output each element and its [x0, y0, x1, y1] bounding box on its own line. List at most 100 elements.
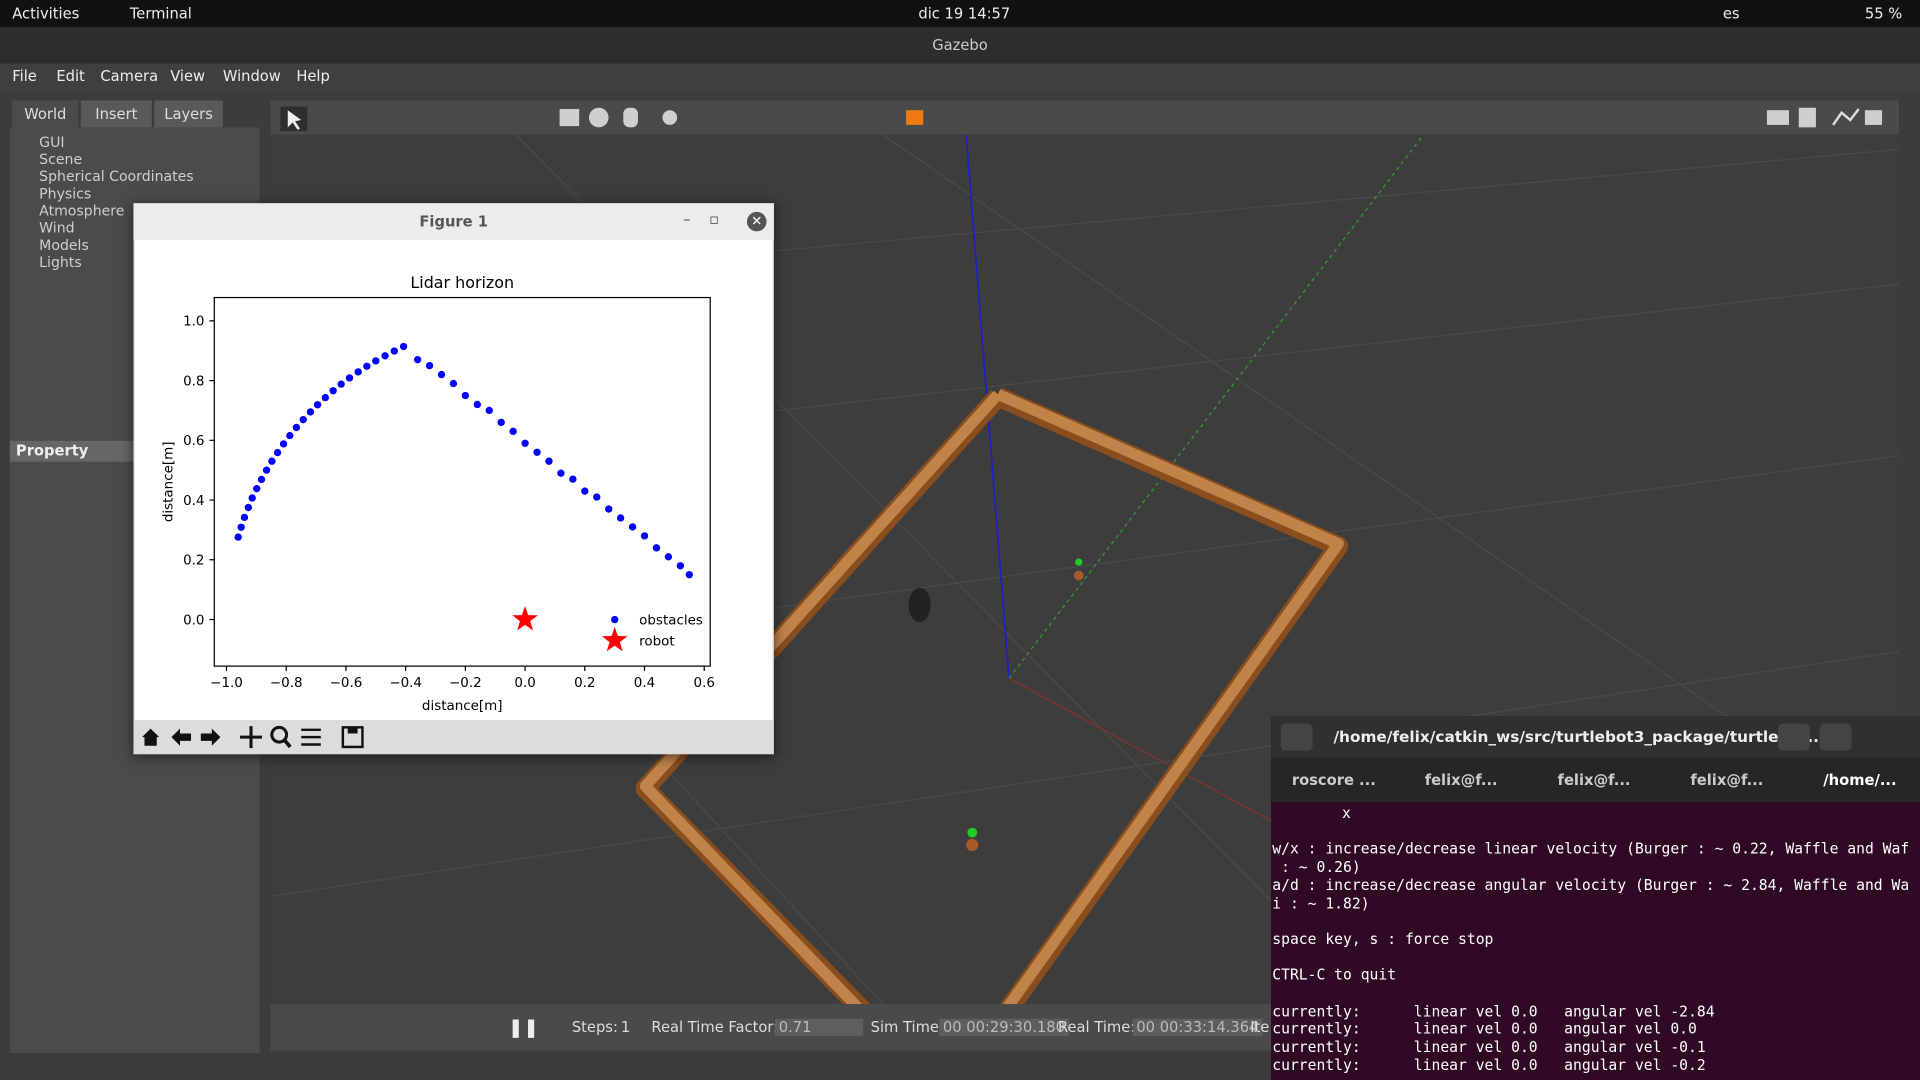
clock[interactable]: dic 19 14:57 — [918, 4, 1011, 23]
y-axis — [1008, 136, 1423, 679]
data-point — [685, 571, 693, 579]
y-tick-label: 0.8 — [183, 374, 204, 389]
battery[interactable]: 55 % — [1864, 4, 1903, 23]
pause-button[interactable]: ❚❚ — [508, 1016, 539, 1039]
iterations-label: Ite — [1250, 1018, 1270, 1036]
data-point — [509, 427, 517, 436]
tree-item[interactable]: Atmosphere — [39, 202, 125, 220]
menu-item[interactable]: Window — [222, 67, 281, 85]
search-button[interactable] — [1777, 723, 1810, 751]
top-bar: Activities Terminal dic 19 14:57 es 55 % — [0, 0, 1920, 27]
close-button[interactable]: ✕ — [746, 211, 767, 232]
language[interactable]: es — [1722, 4, 1740, 23]
x-tick-label: −0.4 — [389, 676, 422, 691]
app-menu[interactable]: Terminal — [129, 4, 192, 23]
terminal-line: x — [1342, 804, 1351, 822]
y-tick-label: 0.0 — [183, 613, 204, 628]
tree-item[interactable]: Wind — [39, 219, 75, 237]
data-point — [593, 493, 601, 501]
steps[interactable]: 1 — [620, 1018, 631, 1036]
data-point — [268, 457, 276, 465]
legend-label: robot — [639, 634, 675, 649]
new-tab-button[interactable] — [1280, 723, 1313, 751]
plot-frame — [213, 296, 711, 667]
rtf-label: Real Time Factor: — [651, 1018, 779, 1036]
menu-item[interactable]: Camera — [100, 67, 159, 85]
tree-item[interactable]: GUI — [39, 133, 65, 151]
terminal-line: i : ~ 1.82) — [1272, 894, 1370, 912]
figure-title: Figure 1 — [133, 203, 774, 241]
marker — [967, 827, 978, 838]
terminal-line: : ~ 0.26) — [1272, 858, 1361, 876]
data-point — [273, 448, 282, 457]
data-point — [581, 487, 589, 495]
ground-grid — [270, 134, 1900, 1005]
window-controls[interactable]: – ▫ — [683, 210, 720, 228]
y-axis-label: distance[m] — [162, 442, 177, 523]
data-point — [497, 418, 505, 427]
toolbar-buttons[interactable] — [142, 725, 364, 749]
data-point — [473, 400, 481, 409]
data-point — [240, 513, 249, 522]
data-point — [253, 485, 261, 493]
tree-item[interactable]: Physics — [39, 184, 92, 203]
data-point — [390, 347, 398, 355]
terminal-line: currently: linear vel 0.0 angular vel -2… — [1272, 1002, 1715, 1020]
sim-label: Sim Time: — [870, 1018, 944, 1036]
data-point — [640, 532, 649, 540]
data-point — [533, 448, 541, 456]
menu-item[interactable]: File — [12, 67, 37, 85]
terminal-window: /home/felix/catkin_ws/src/turtlebot3_pac… — [1271, 716, 1920, 1080]
marker — [966, 838, 979, 852]
y-tick-label: 0.4 — [183, 494, 204, 509]
menu-item[interactable]: Help — [296, 67, 330, 85]
data-point — [279, 440, 288, 448]
data-point — [244, 503, 252, 512]
terminal-line: a/d : increase/decrease angular velocity… — [1272, 876, 1910, 894]
data-point — [354, 368, 362, 376]
x-tick-label: −1.0 — [210, 676, 243, 691]
toolbar-icons — [280, 106, 1883, 132]
legend-marker — [611, 615, 619, 624]
x-tick-label: 0.4 — [634, 676, 655, 691]
tree-item[interactable]: Lights — [39, 253, 82, 271]
data-point — [237, 523, 245, 531]
data-point — [321, 393, 330, 402]
terminal-tab[interactable]: felix@f... — [1557, 771, 1631, 789]
x-tick-label: 0.6 — [694, 676, 715, 691]
data-point — [234, 533, 242, 541]
tab[interactable]: Insert — [80, 100, 152, 128]
data-point — [628, 523, 637, 531]
menu-bar: File Edit Camera View Window Help — [0, 63, 1920, 91]
x-tick-label: 0.2 — [574, 676, 595, 691]
x-tick-label: −0.2 — [449, 676, 482, 691]
terminal-tab[interactable]: /home/... — [1823, 771, 1897, 789]
terminal-tabs: roscore ... felix@f... felix@f... felix@f..… — [1271, 757, 1920, 803]
terminal-tab[interactable]: felix@f... — [1690, 771, 1764, 789]
activities[interactable]: Activities — [12, 4, 80, 23]
tree-item[interactable]: Models — [39, 236, 89, 254]
tab[interactable]: Layers — [154, 100, 223, 128]
marker — [1073, 570, 1084, 581]
data-point — [257, 475, 266, 484]
terminal-line: currently: linear vel 0.0 angular vel -0… — [1272, 1038, 1706, 1056]
data-point — [413, 356, 422, 364]
terminal-line: currently: linear vel 0.0 angular vel 0.… — [1272, 1020, 1697, 1038]
walls — [635, 387, 1349, 1005]
terminal-tab[interactable]: roscore ... — [1291, 771, 1376, 789]
menu-item[interactable]: View — [170, 67, 206, 85]
data-point — [449, 379, 458, 388]
x-axis-label: distance[m] — [422, 699, 503, 714]
tab[interactable]: World — [12, 100, 79, 128]
menu-item[interactable]: Edit — [56, 67, 85, 85]
cylinder — [908, 587, 931, 623]
sim-time: 00 00:29:30.180 — [939, 1018, 1069, 1036]
menu-button[interactable] — [1819, 723, 1852, 751]
terminal-tab[interactable]: felix@f... — [1424, 771, 1498, 789]
legend-label: obstacles — [639, 613, 703, 628]
tree-item[interactable]: Scene — [39, 150, 83, 168]
data-point — [521, 439, 529, 447]
x-tick-label: −0.8 — [270, 676, 303, 691]
data-point — [306, 408, 315, 416]
tree-item[interactable]: Spherical Coordinates — [39, 167, 194, 185]
